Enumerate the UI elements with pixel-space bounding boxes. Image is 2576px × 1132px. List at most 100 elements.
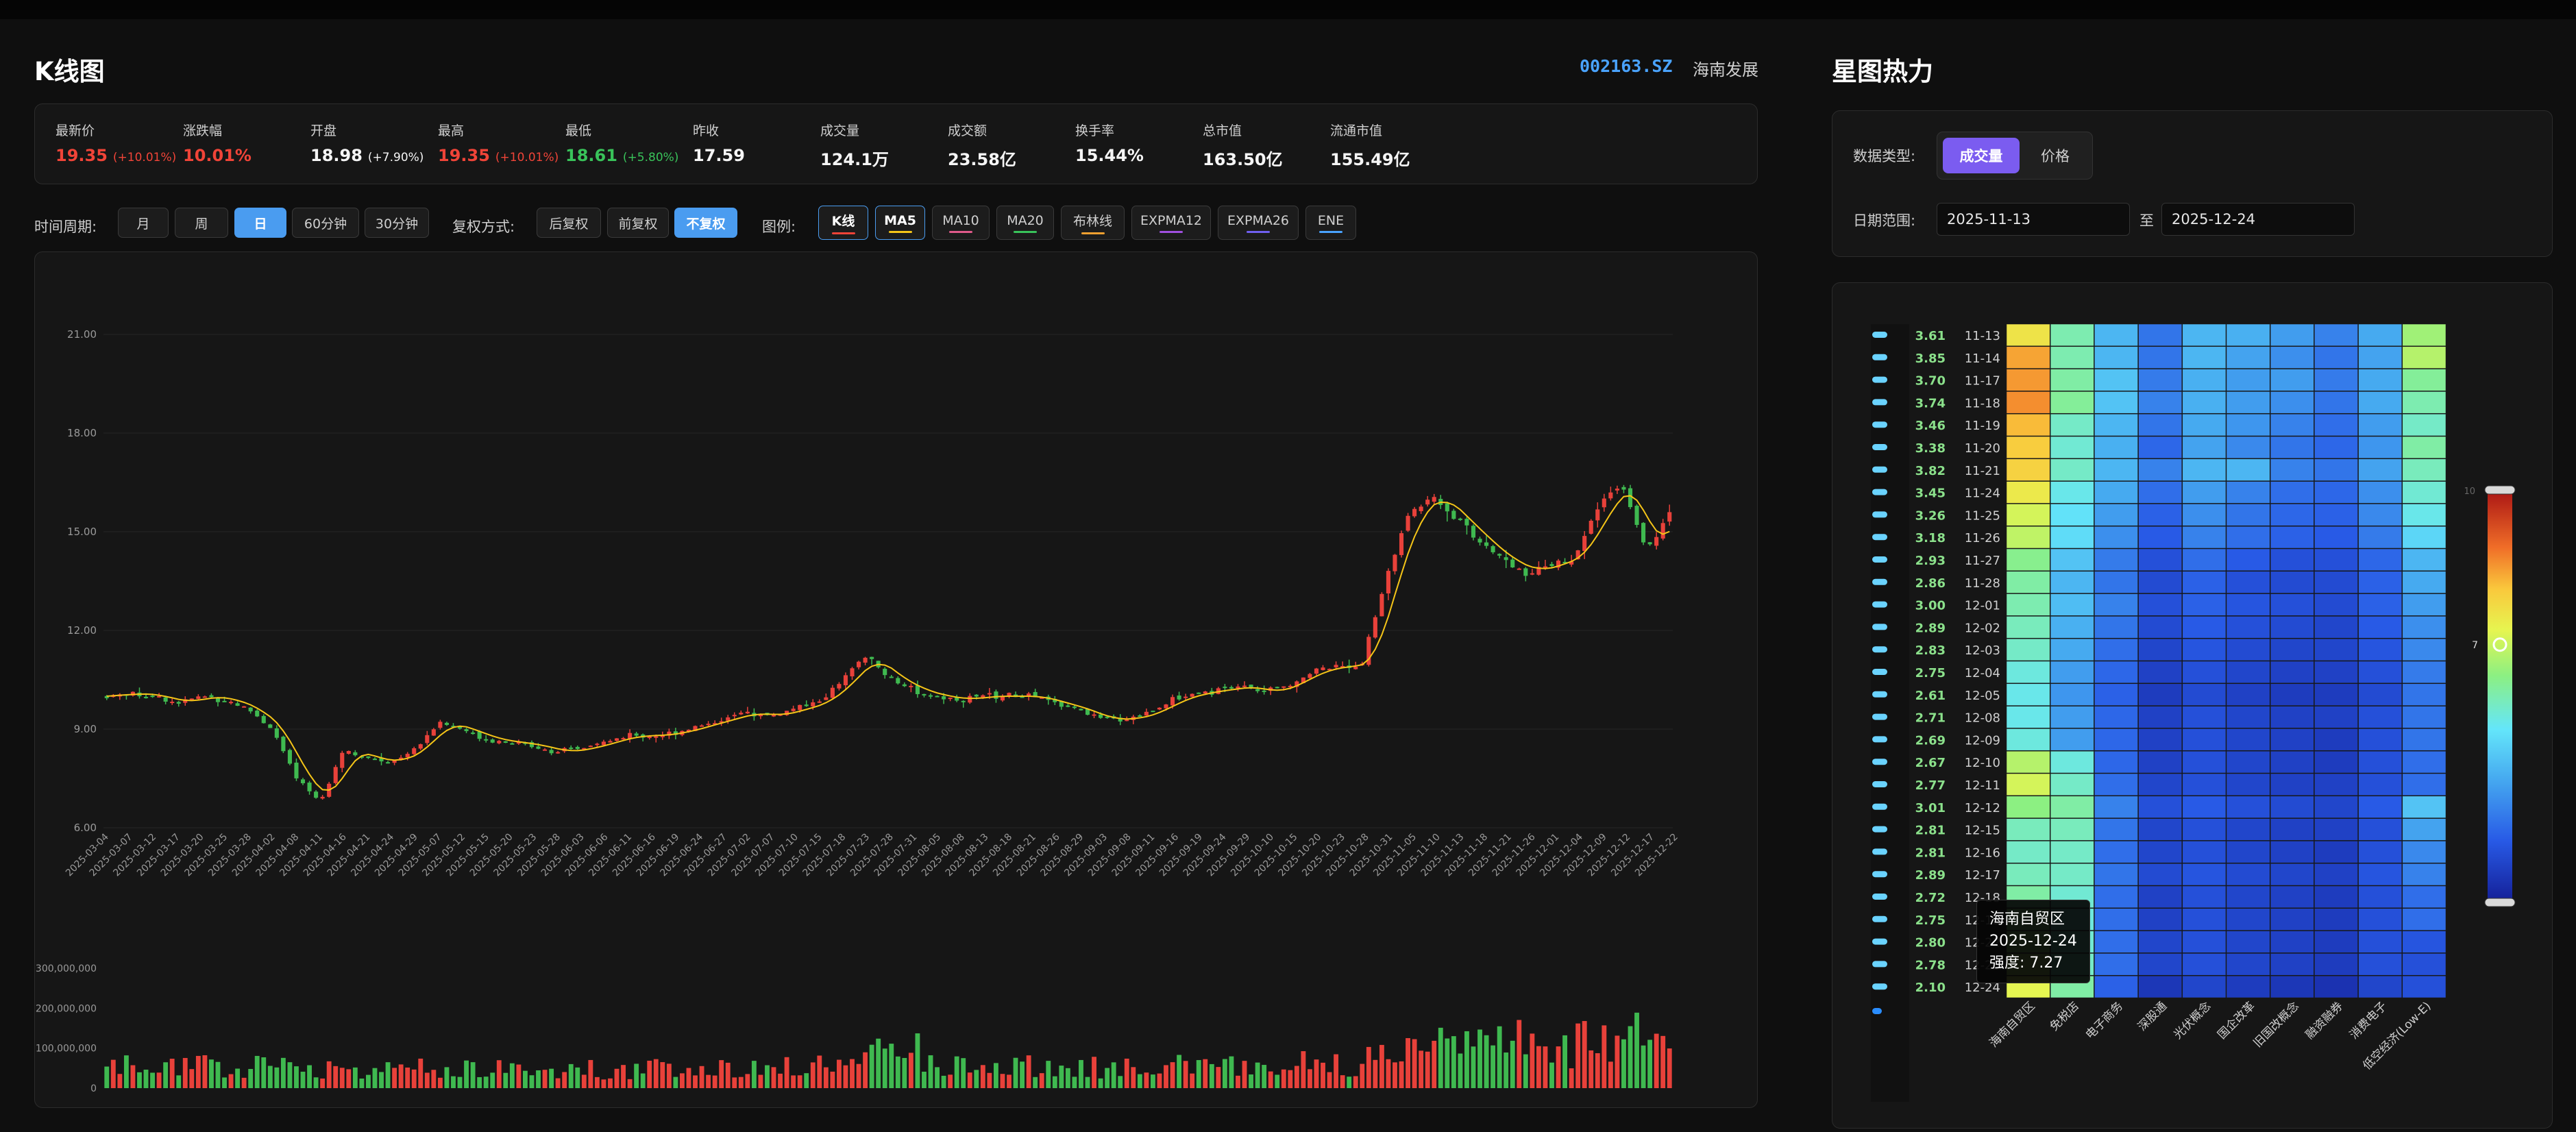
kline-candle [1458, 518, 1462, 520]
stat-9: 总市值 163.50亿 [1203, 121, 1283, 170]
volume-bar [1177, 1055, 1182, 1088]
heat-cell [2358, 638, 2403, 661]
heat-cell [2050, 750, 2094, 774]
kline-candle [457, 726, 463, 729]
heat-cell [2314, 413, 2358, 436]
volume-bar [1124, 1058, 1129, 1088]
row-date: 11-24 [1965, 487, 2000, 501]
period-button-2[interactable]: 日 [234, 208, 286, 238]
kline-candle [1105, 716, 1109, 718]
heat-cell [2094, 413, 2138, 436]
data-type-price-button[interactable]: 价格 [2041, 148, 2070, 164]
heat-cell [2314, 504, 2358, 526]
date-to-input[interactable]: 2025-12-24 [2161, 203, 2355, 236]
heat-cell [2182, 728, 2227, 751]
kline-candle [981, 695, 985, 698]
kline-chart[interactable]: 21.0018.0015.0012.009.006.002025-03-0420… [35, 252, 1758, 1109]
heat-cell [2138, 369, 2183, 391]
legend-button-expma26[interactable]: EXPMA26 [1218, 206, 1299, 240]
score-marker-extra [1872, 1008, 1882, 1014]
heat-cell [2226, 661, 2270, 684]
legend-label: MA20 [1007, 212, 1044, 228]
heat-cell [2314, 908, 2358, 931]
adjust-button-2[interactable]: 不复权 [674, 208, 737, 238]
stat-label: 最新价 [56, 123, 95, 138]
kline-candle [130, 691, 135, 696]
legend-color-line [949, 230, 972, 233]
legend-button-ene[interactable]: ENE [1305, 206, 1356, 240]
data-type-volume-button[interactable]: 成交量 [1943, 138, 2020, 173]
kline-candle [824, 697, 829, 700]
volume-bar [732, 1077, 737, 1088]
score-marker [1872, 376, 1887, 383]
period-button-0[interactable]: 月 [118, 208, 169, 238]
volume-bar [1164, 1065, 1168, 1088]
stat-label: 总市值 [1203, 123, 1242, 138]
legend-color-line [1247, 230, 1270, 233]
heatmap-controls-card: 数据类型: 成交量 价格 日期范围: 2025-11-13 至 2025-12-… [1832, 110, 2553, 257]
stat-value-text: 17.59 [693, 146, 745, 165]
heat-cell [2050, 369, 2094, 391]
heat-cell [2402, 436, 2446, 459]
kline-candle [673, 731, 678, 735]
score-marker [1872, 781, 1887, 787]
period-button-1[interactable]: 周 [175, 208, 228, 238]
kline-y-tick: 15.00 [67, 526, 97, 538]
kline-y-tick: 18.00 [67, 427, 97, 439]
kline-candle [464, 729, 469, 731]
volume-bar [280, 1057, 286, 1088]
heat-cell [2402, 706, 2446, 728]
kline-candle [196, 696, 201, 699]
kline-candle [1660, 523, 1665, 539]
heatmap-chart[interactable]: 3.61 11-13 3.85 11-14 3.70 11-17 3.74 11-18 3.46… [1832, 283, 2553, 1129]
heat-cell [2402, 953, 2446, 976]
heat-cell [2182, 481, 2227, 504]
kline-candle [536, 746, 541, 749]
kline-candle [104, 696, 109, 698]
score-marker [1872, 578, 1887, 585]
period-button-3[interactable]: 60分钟 [292, 208, 359, 238]
legend-button-expma12[interactable]: EXPMA12 [1131, 206, 1211, 240]
adjust-button-0[interactable]: 后复权 [537, 208, 601, 238]
row-date: 12-04 [1965, 666, 2000, 680]
legend-button-ma5[interactable]: MA5 [875, 206, 925, 240]
kline-candle [745, 711, 750, 714]
date-from-input[interactable]: 2025-11-13 [1937, 203, 2130, 236]
heat-cell [2402, 481, 2446, 504]
volume-bar [1562, 1035, 1567, 1088]
volume-bar [503, 1072, 508, 1088]
legend-button-ma10[interactable]: MA10 [932, 206, 990, 240]
heat-cell [2050, 458, 2094, 481]
legend-button-ma20[interactable]: MA20 [996, 206, 1054, 240]
heat-cell [2094, 526, 2138, 549]
kline-candle [1275, 687, 1279, 689]
heat-cell [2402, 683, 2446, 706]
heat-cell [2402, 323, 2446, 347]
kline-candle [392, 760, 397, 763]
heat-cell [2138, 953, 2183, 976]
heat-cell [2314, 616, 2358, 639]
stat-label: 涨跌幅 [183, 123, 223, 138]
volume-bar [1438, 1027, 1443, 1088]
volume-bar [640, 1073, 646, 1088]
kline-candle [628, 733, 633, 739]
row-score: 3.18 [1915, 531, 1946, 545]
kline-candle [987, 693, 992, 695]
kline-candle [1138, 715, 1142, 717]
legend-button-布林线[interactable]: 布林线 [1061, 206, 1125, 240]
kline-candle [1242, 685, 1247, 687]
volume-bar [1471, 1046, 1476, 1088]
volume-bar [143, 1070, 149, 1088]
kline-candle [1170, 697, 1175, 706]
score-marker [1872, 624, 1887, 630]
kline-candle [870, 656, 874, 659]
adjust-button-1[interactable]: 前复权 [607, 208, 669, 238]
volume-bar [935, 1067, 940, 1088]
stat-label: 昨收 [693, 123, 720, 138]
legend-button-k线[interactable]: K线 [818, 206, 868, 240]
score-marker [1872, 848, 1887, 855]
period-button-4[interactable]: 30分钟 [365, 208, 429, 238]
kline-candle [1353, 667, 1358, 669]
volume-bar [980, 1065, 985, 1088]
kline-candle [1523, 568, 1528, 576]
